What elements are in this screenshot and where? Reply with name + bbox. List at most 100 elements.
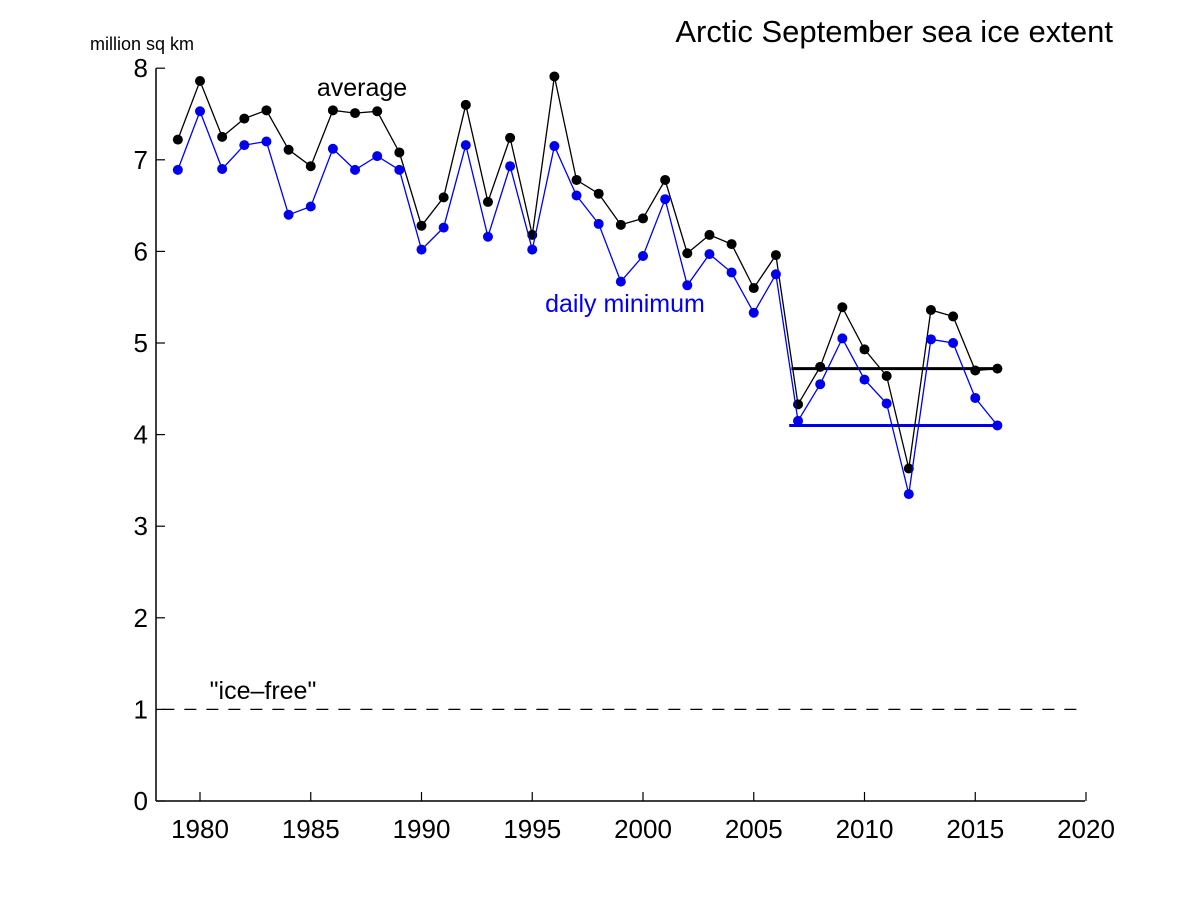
y-tick-label: 8	[134, 53, 148, 83]
point-average-1991	[438, 192, 449, 203]
axes: 0 1 2 3 4 5 6 7 8 1980 1985 1990 1995 2000 2005 2010 201…	[134, 53, 1115, 844]
reference-lines	[162, 367, 1085, 711]
x-tick-label: 1995	[503, 814, 561, 844]
y-tick-label: 3	[134, 511, 148, 541]
y-tick-label: 7	[134, 145, 148, 175]
point-daily-minimum-2005	[748, 307, 759, 318]
point-average-2006	[770, 250, 781, 261]
point-daily-minimum-1997	[571, 190, 582, 201]
point-daily-minimum-1982	[239, 140, 250, 151]
point-average-1988	[372, 106, 383, 117]
point-daily-minimum-1985	[305, 201, 316, 212]
point-daily-minimum-1988	[372, 151, 383, 162]
point-daily-minimum-2000	[638, 250, 648, 261]
point-average-1985	[305, 161, 316, 172]
point-daily-minimum-2008	[815, 379, 826, 390]
point-daily-minimum-2009	[837, 333, 848, 344]
y-tick-label: 6	[134, 236, 148, 266]
point-daily-minimum-1990	[416, 244, 427, 255]
annotation-ice-free: "ice–free"	[210, 677, 317, 705]
point-average-1993	[482, 196, 493, 207]
point-average-2013	[925, 305, 936, 316]
point-average-1984	[283, 144, 294, 155]
point-average-2003	[704, 229, 715, 240]
x-tick-label: 2005	[725, 814, 783, 844]
point-average-1999	[615, 219, 626, 230]
x-tick-label: 1985	[282, 814, 340, 844]
x-tick-label: 1990	[393, 814, 451, 844]
point-daily-minimum-1979	[172, 164, 183, 175]
point-average-1994	[505, 132, 516, 143]
point-daily-minimum-2007	[793, 415, 804, 426]
point-average-2015	[970, 365, 981, 376]
y-tick-label: 5	[134, 328, 148, 358]
point-average-2002	[682, 248, 693, 259]
x-tick-label: 2010	[836, 814, 894, 844]
point-average-2001	[660, 174, 671, 185]
point-daily-minimum-1998	[593, 218, 604, 229]
point-daily-minimum-2010	[859, 374, 870, 385]
point-average-2005	[748, 283, 759, 294]
point-daily-minimum-1984	[283, 209, 294, 220]
point-daily-minimum-2013	[925, 334, 936, 345]
point-daily-minimum-1986	[327, 143, 338, 154]
point-daily-minimum-2015	[970, 392, 981, 403]
point-average-2016	[992, 363, 1003, 374]
point-daily-minimum-1999	[615, 276, 626, 287]
x-tick-label: 2020	[1057, 814, 1115, 844]
y-tick-label: 1	[134, 694, 148, 724]
point-average-2012	[903, 463, 914, 474]
point-daily-minimum-1995	[527, 244, 538, 255]
point-average-1983	[261, 105, 272, 116]
point-daily-minimum-2011	[881, 398, 892, 409]
y-tick-label: 4	[134, 420, 148, 450]
point-average-1996	[549, 71, 560, 82]
point-daily-minimum-1983	[261, 136, 272, 147]
chart-title: Arctic September sea ice extent	[675, 14, 1113, 49]
point-average-2014	[948, 311, 959, 322]
x-tick-label: 2015	[946, 814, 1004, 844]
point-daily-minimum-2001	[660, 194, 671, 205]
point-average-2004	[726, 239, 737, 250]
point-daily-minimum-1992	[460, 140, 471, 151]
point-daily-minimum-1993	[482, 231, 493, 242]
y-axis-label: million sq km	[90, 34, 194, 54]
point-average-1990	[416, 220, 427, 231]
point-daily-minimum-2012	[903, 489, 914, 500]
point-daily-minimum-1991	[438, 222, 449, 233]
point-average-1981	[217, 131, 228, 142]
y-tick-label: 0	[134, 786, 148, 816]
point-daily-minimum-1994	[505, 161, 516, 172]
point-daily-minimum-2014	[948, 338, 959, 348]
point-daily-minimum-2016	[992, 420, 1003, 431]
point-daily-minimum-1996	[549, 141, 560, 152]
x-tick-label: 1980	[171, 814, 229, 844]
point-daily-minimum-2002	[682, 280, 693, 291]
y-tick-label: 2	[134, 603, 148, 633]
data-series	[172, 71, 1003, 500]
point-average-1997	[571, 174, 582, 185]
x-tick-label: 2000	[614, 814, 672, 844]
point-average-2000	[638, 213, 648, 224]
point-daily-minimum-2006	[770, 269, 781, 280]
point-average-2008	[815, 361, 826, 372]
point-average-1979	[172, 134, 183, 145]
series-line-average	[177, 76, 998, 469]
point-daily-minimum-1989	[394, 164, 405, 175]
point-daily-minimum-1981	[217, 163, 228, 174]
point-average-2010	[859, 344, 870, 355]
point-average-1986	[327, 105, 338, 116]
point-daily-minimum-1987	[350, 164, 361, 175]
annotation-daily-minimum: daily minimum	[545, 290, 705, 318]
point-average-1982	[239, 113, 250, 124]
point-daily-minimum-2004	[726, 267, 737, 278]
point-average-2009	[837, 302, 848, 313]
point-average-2011	[881, 370, 892, 381]
point-average-1998	[593, 188, 604, 199]
point-daily-minimum-1980	[195, 106, 205, 117]
point-average-1989	[394, 147, 405, 158]
series-line-daily-minimum	[177, 109, 998, 495]
annotation-average: average	[317, 74, 407, 102]
point-average-1987	[350, 108, 361, 119]
